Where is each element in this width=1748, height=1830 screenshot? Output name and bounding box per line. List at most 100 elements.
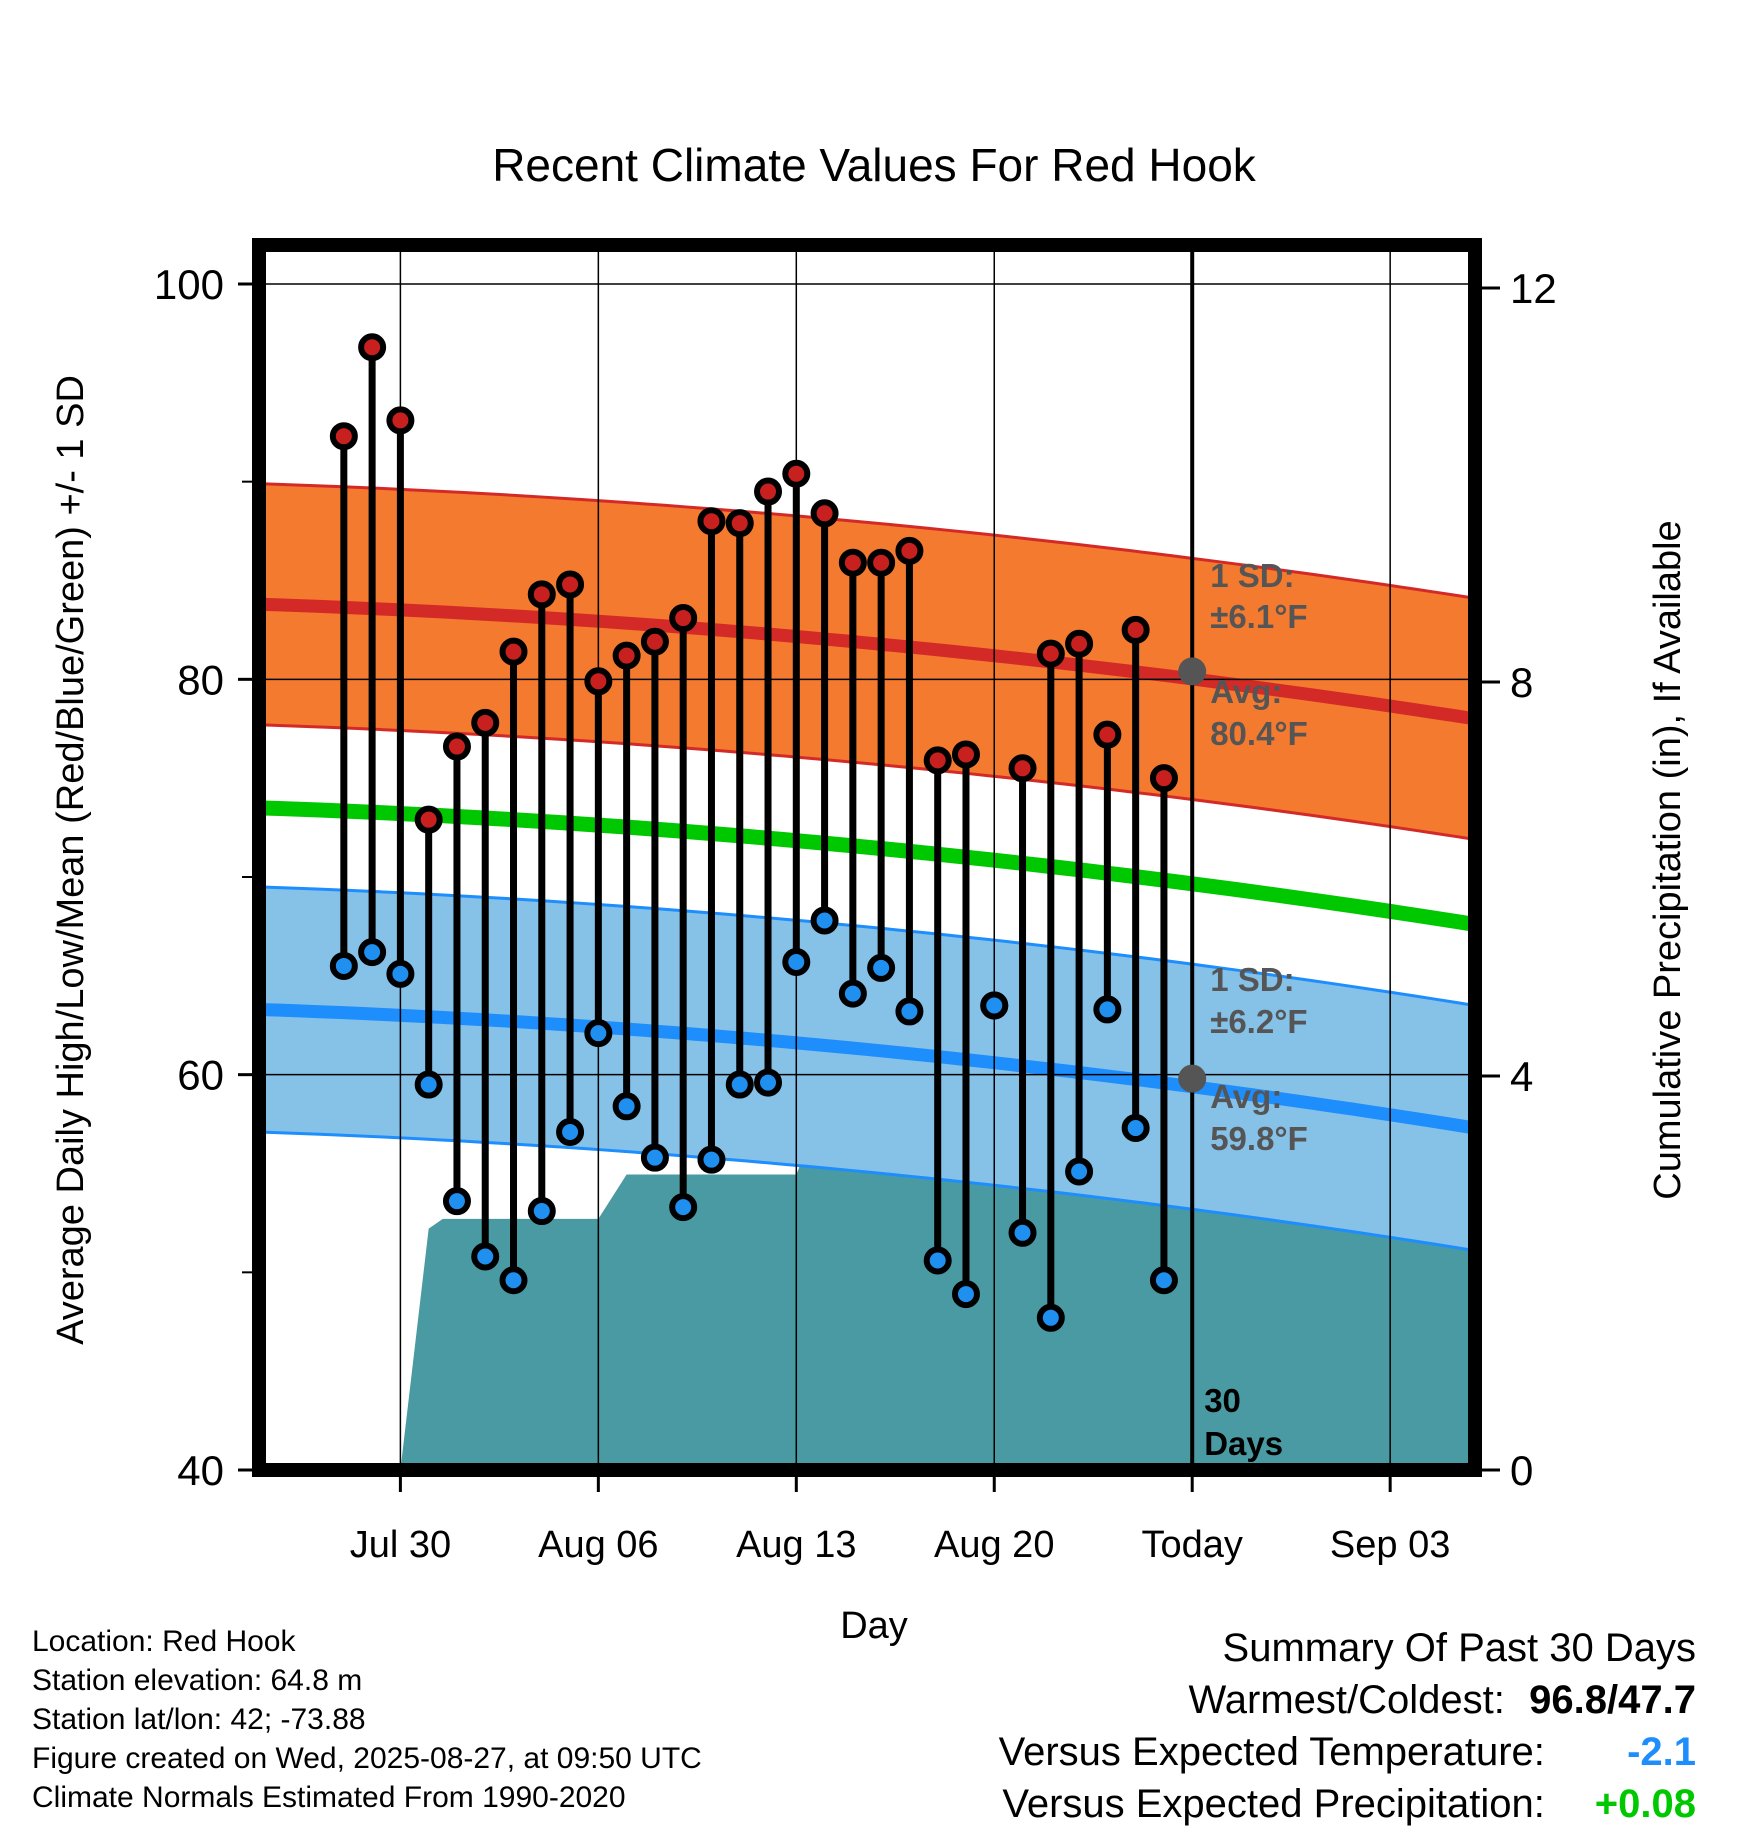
daily-low-point [386,959,415,988]
daily-low-point [329,951,358,980]
daily-low-point [923,1246,952,1275]
daily-high-point [1093,720,1122,749]
plot-layers: 1 SD: ±6.1°F Avg: 80.4°F 1 SD: ±6.2°F Avg: 59.8… [259,245,1475,1470]
warmest-label: Warmest/Coldest: [1188,1678,1505,1722]
high-sd-label: 1 SD: [1210,557,1294,594]
daily-low-point [810,906,839,935]
daily-high-point [810,499,839,528]
summary-precip-row: Versus Expected Precipitation: +0.08 [999,1778,1696,1830]
daily-high-point [951,740,980,769]
low-sd-label: 1 SD: [1210,961,1294,998]
plot-area: 1 SD: ±6.1°F Avg: 80.4°F 1 SD: ±6.2°F Avg: 59.8… [154,238,1557,1566]
warmest-coldest-value: 96.8/47.7 [1516,1674,1696,1726]
high-sd-value: ±6.1°F [1210,598,1307,635]
daily-low-point [1065,1157,1094,1186]
location-text: Location: Red Hook [32,1625,296,1658]
y-tick-label: 60 [177,1052,224,1099]
station-info: Location: Red Hook Station elevation: 64… [32,1622,702,1817]
x-tick-label: Sep 03 [1330,1524,1450,1566]
low-sd-value: ±6.2°F [1210,1003,1307,1040]
days-word-label: Days [1204,1425,1283,1462]
y2-tick-label: 4 [1510,1053,1533,1100]
slash-separator: / [1607,1678,1619,1722]
daily-low-point [838,979,867,1008]
daily-low-point [1149,1266,1178,1295]
x-tick-label: Today [1142,1524,1243,1566]
daily-high-point [725,509,754,538]
y2-tick-label: 0 [1510,1447,1533,1494]
y-tick-label: 40 [177,1447,224,1494]
daily-low-point [951,1280,980,1309]
daily-low-point [414,1070,443,1099]
daily-high-point [329,422,358,451]
daily-high-point [697,507,726,536]
elevation-text: Station elevation: 64.8 m [32,1664,363,1697]
y-tick-label: 80 [177,656,224,703]
summary-panel: Summary Of Past 30 Days Warmest/Coldest:… [999,1622,1696,1830]
daily-high-point [1149,764,1178,793]
daily-low-point [895,997,924,1026]
daily-low-point [499,1266,528,1295]
daily-low-point [358,938,387,967]
daily-high-point [754,477,783,506]
daily-high-point [471,708,500,737]
daily-low-point [1008,1218,1037,1247]
daily-high-point [442,732,471,761]
daily-low-point [556,1117,585,1146]
y-axis-label: Average Daily High/Low/Mean (Red/Blue/Gr… [50,375,92,1345]
daily-high-point [414,805,443,834]
y2-tick-label: 8 [1510,659,1533,706]
today-high-avg-marker [1178,657,1207,686]
warmest-value: 96.8 [1529,1678,1608,1722]
daily-low-point [612,1092,641,1121]
daily-low-point [640,1143,669,1172]
daily-high-point [895,536,924,565]
y-tick-label: 100 [154,261,224,308]
daily-low-point [754,1068,783,1097]
daily-high-point [612,641,641,670]
daily-high-point [584,667,613,696]
temp-label: Versus Expected Temperature: [998,1730,1545,1774]
daily-low-point [980,991,1009,1020]
daily-low-point [725,1070,754,1099]
daily-low-point [1121,1114,1150,1143]
high-sd-band [259,482,1475,841]
normal-low-line [259,1002,1475,1135]
daily-high-point [782,459,811,488]
daily-low-point [442,1187,471,1216]
y2-axis-label: Cumulative Precipitation (in), If Availa… [1647,520,1689,1199]
summary-heading: Summary Of Past 30 Days [1222,1626,1696,1670]
precip-value: +0.08 [1594,1782,1696,1826]
daily-high-point [1036,639,1065,668]
daily-high-point [527,580,556,609]
high-avg-label: Avg: [1210,673,1282,710]
daily-low-point [867,953,896,982]
daily-high-point [923,746,952,775]
daily-low-point [1036,1303,1065,1332]
x-tick-label: Aug 06 [538,1524,658,1566]
high-avg-value: 80.4°F [1210,715,1308,752]
x-tick-label: Aug 20 [934,1524,1054,1566]
today-low-avg-marker [1178,1064,1207,1093]
daily-low-point [471,1242,500,1271]
daily-low-point [669,1193,698,1222]
days-count-label: 30 [1204,1382,1241,1419]
summary-temp-row: Versus Expected Temperature: -2.1 [999,1726,1696,1778]
daily-high-point [640,627,669,656]
plot-frame [252,238,1482,1477]
created-text: Figure created on Wed, 2025-08-27, at 09… [32,1742,702,1775]
y2-tick-label: 12 [1510,265,1557,312]
daily-high-point [556,570,585,599]
daily-high-point [358,333,387,362]
low-avg-value: 59.8°F [1210,1120,1308,1157]
x-axis-label: Day [840,1605,908,1647]
precip-label: Versus Expected Precipitation: [1002,1782,1545,1826]
daily-high-point [1121,615,1150,644]
coldest-value: 47.7 [1618,1678,1696,1722]
daily-high-point [386,406,415,435]
daily-high-point [669,604,698,633]
daily-high-point [1008,754,1037,783]
daily-low-point [584,1019,613,1048]
normals-text: Climate Normals Estimated From 1990-2020 [32,1781,626,1814]
